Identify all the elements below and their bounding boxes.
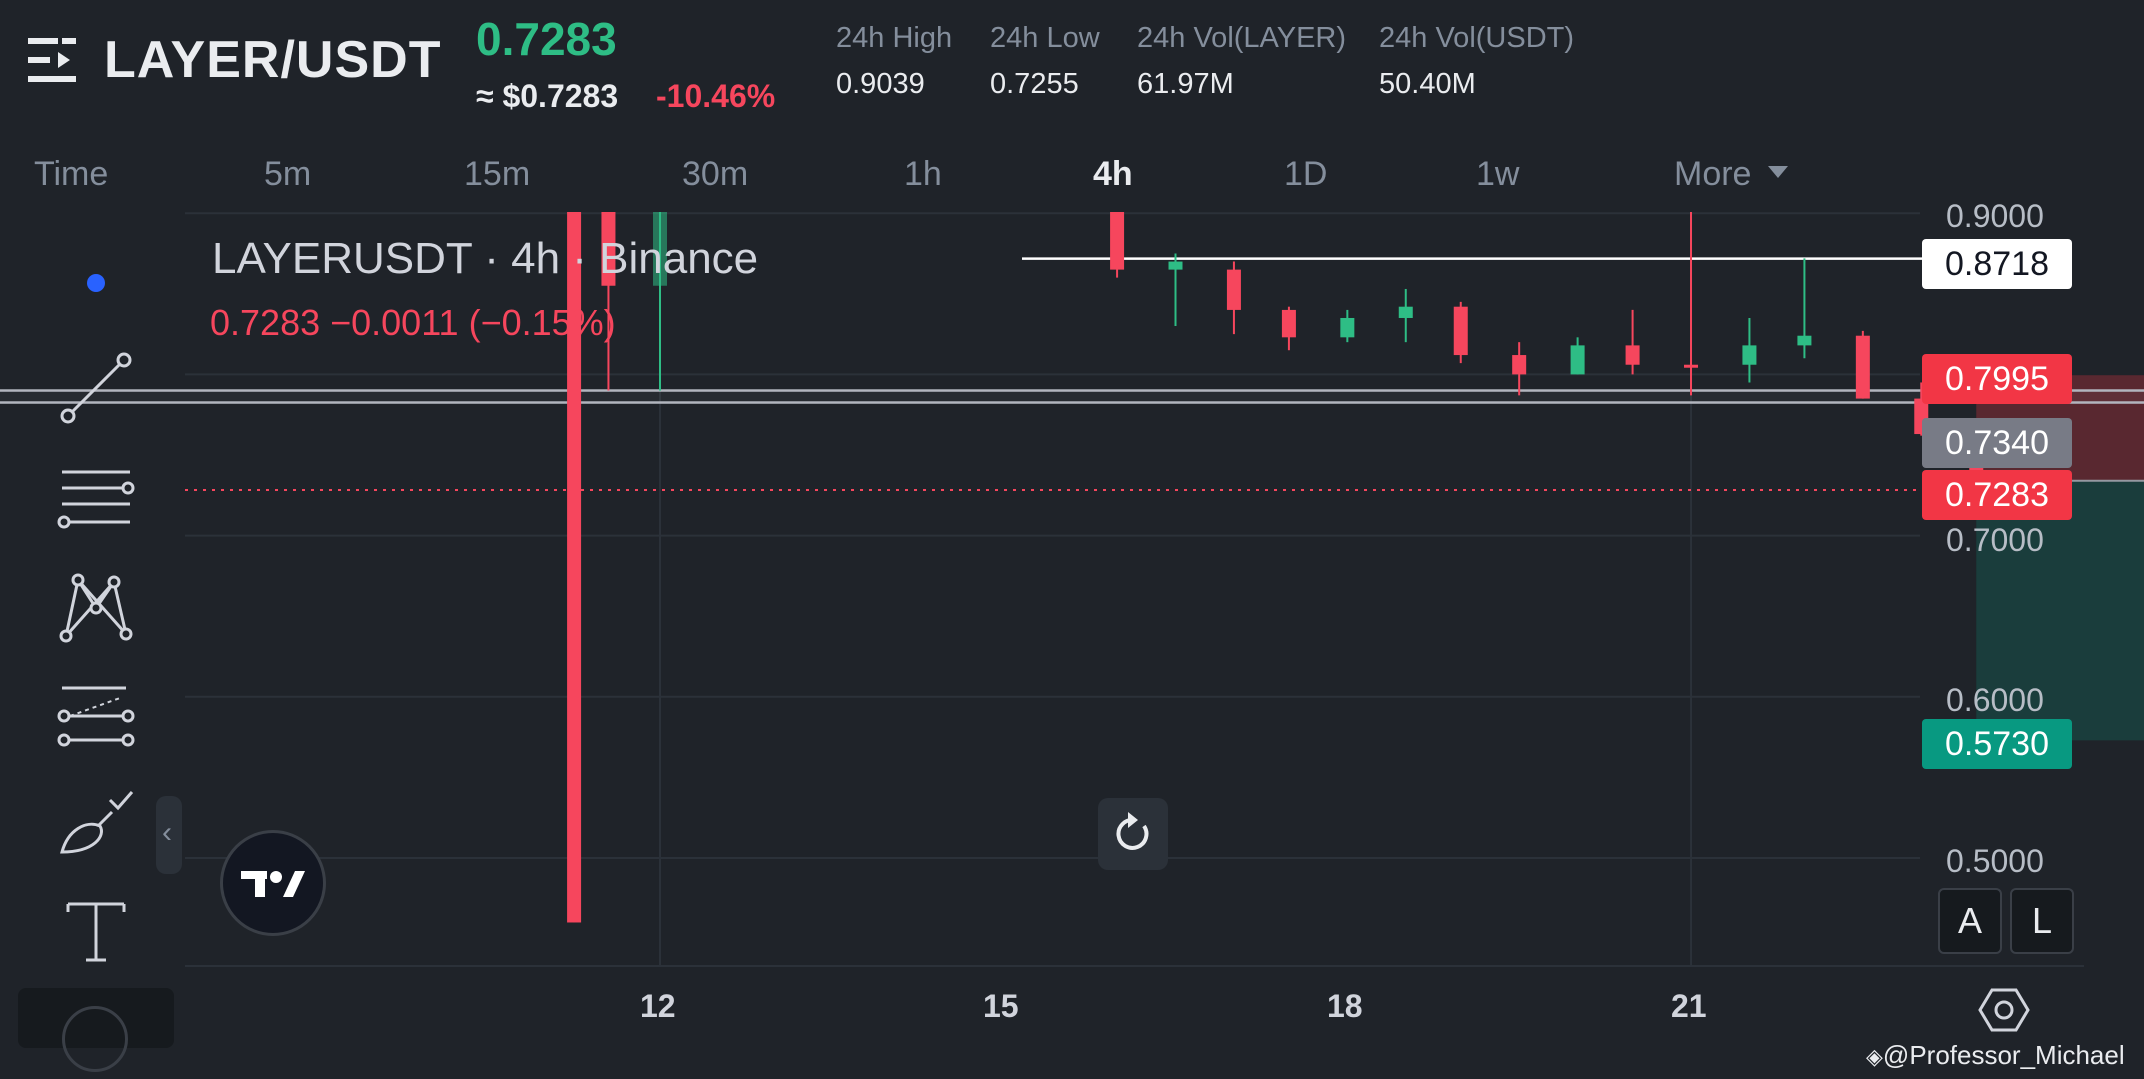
interval-time[interactable]: Time bbox=[34, 155, 109, 193]
trend-line-icon[interactable] bbox=[54, 346, 138, 430]
watermark-text: @Professor_Michael bbox=[1882, 1040, 2125, 1070]
log-scale-button[interactable]: L bbox=[2010, 888, 2074, 954]
stat-vol-base-label: 24h Vol(LAYER) bbox=[1137, 22, 1347, 54]
candle bbox=[601, 212, 616, 391]
candle bbox=[1226, 261, 1241, 335]
stat-high-value: 0.9039 bbox=[836, 68, 925, 100]
candle bbox=[1570, 337, 1585, 375]
candle bbox=[1340, 309, 1355, 343]
candle bbox=[1168, 253, 1183, 327]
candle bbox=[1625, 309, 1640, 375]
interval-5m[interactable]: 5m bbox=[264, 155, 312, 193]
price-tick: 0.5000 bbox=[1946, 843, 2044, 879]
menu-icon[interactable] bbox=[28, 36, 80, 84]
hline-price-badge: 0.8718 bbox=[1922, 239, 2072, 289]
chevron-down-icon bbox=[1768, 166, 1788, 178]
chart-legend-title: LAYERUSDT · 4h · Binance bbox=[212, 234, 759, 283]
auto-scale-button[interactable]: A bbox=[1938, 888, 2002, 954]
brush-icon[interactable] bbox=[54, 786, 138, 870]
interval-1h[interactable]: 1h bbox=[904, 155, 942, 193]
candle bbox=[1453, 301, 1468, 364]
stat-vol-quote-label: 24h Vol(USDT) bbox=[1379, 22, 1575, 54]
interval-30m[interactable]: 30m bbox=[682, 155, 749, 193]
stat-vol-quote-value: 50.40M bbox=[1379, 68, 1476, 100]
current-price-badge: 0.7283 bbox=[1922, 470, 2072, 520]
support-zone-rectangle[interactable] bbox=[0, 389, 2144, 404]
last-price: 0.7283 bbox=[476, 13, 617, 65]
stat-low-label: 24h Low bbox=[990, 22, 1100, 54]
interval-1w[interactable]: 1w bbox=[1476, 155, 1520, 193]
take-profit-zone[interactable] bbox=[1976, 480, 2144, 741]
candle bbox=[1512, 342, 1527, 396]
chart-settings-icon[interactable] bbox=[1978, 986, 2030, 1034]
take-profit-badge: 0.5730 bbox=[1922, 719, 2072, 769]
tradingview-logo-icon[interactable] bbox=[220, 830, 326, 936]
interval-more[interactable]: More bbox=[1674, 155, 1752, 193]
chart-legend-values: 0.7283 −0.0011 (−0.15%) bbox=[210, 302, 616, 343]
candle bbox=[1398, 288, 1413, 343]
candle bbox=[1797, 258, 1812, 359]
time-tick: 21 bbox=[1671, 988, 1707, 1024]
candle bbox=[1855, 330, 1870, 399]
binance-logo-icon: ◈ bbox=[1866, 1044, 1883, 1069]
candle bbox=[1742, 317, 1757, 383]
stat-vol-base-value: 61.97M bbox=[1137, 68, 1234, 100]
reset-chart-button[interactable] bbox=[1098, 798, 1168, 870]
candle bbox=[653, 212, 667, 391]
price-tick: 0.9000 bbox=[1946, 198, 2044, 234]
pattern-icon[interactable] bbox=[54, 564, 138, 648]
stat-high-label: 24h High bbox=[836, 22, 953, 54]
time-tick: 15 bbox=[983, 988, 1019, 1024]
stop-loss-badge: 0.7995 bbox=[1922, 354, 2072, 404]
candle bbox=[1110, 212, 1125, 278]
stat-low-value: 0.7255 bbox=[990, 68, 1079, 100]
time-tick: 18 bbox=[1327, 988, 1363, 1024]
entry-price-badge: 0.7340 bbox=[1922, 418, 2072, 468]
zone-rect[interactable] bbox=[0, 389, 2144, 404]
price-tick: 0.6000 bbox=[1946, 682, 2044, 718]
fib-retracement-icon[interactable] bbox=[54, 456, 138, 540]
candle bbox=[1281, 306, 1296, 351]
interval-15m[interactable]: 15m bbox=[464, 155, 531, 193]
price-tick: 0.7000 bbox=[1946, 522, 2044, 558]
forecast-icon[interactable] bbox=[54, 672, 138, 756]
candle bbox=[1684, 212, 1699, 396]
interval-1d[interactable]: 1D bbox=[1284, 155, 1328, 193]
crosshair-dot-icon[interactable] bbox=[87, 274, 105, 292]
chevron-left-icon: ‹ bbox=[162, 816, 172, 849]
collapse-toolbar-button[interactable]: ‹ bbox=[156, 796, 182, 874]
interval-4h[interactable]: 4h bbox=[1093, 155, 1133, 193]
refresh-icon bbox=[1116, 812, 1149, 850]
change-percent: -10.46% bbox=[656, 78, 776, 114]
text-tool-icon[interactable] bbox=[54, 890, 138, 974]
time-tick: 12 bbox=[640, 988, 676, 1024]
watermark: ◈@Professor_Michael bbox=[1866, 1040, 2125, 1071]
usd-price: ≈ $0.7283 bbox=[476, 78, 619, 114]
pair-title[interactable]: LAYER/USDT bbox=[104, 31, 442, 89]
candle bbox=[567, 212, 582, 923]
candlestick-series bbox=[567, 212, 1984, 923]
more-tools-icon[interactable] bbox=[62, 1006, 128, 1072]
